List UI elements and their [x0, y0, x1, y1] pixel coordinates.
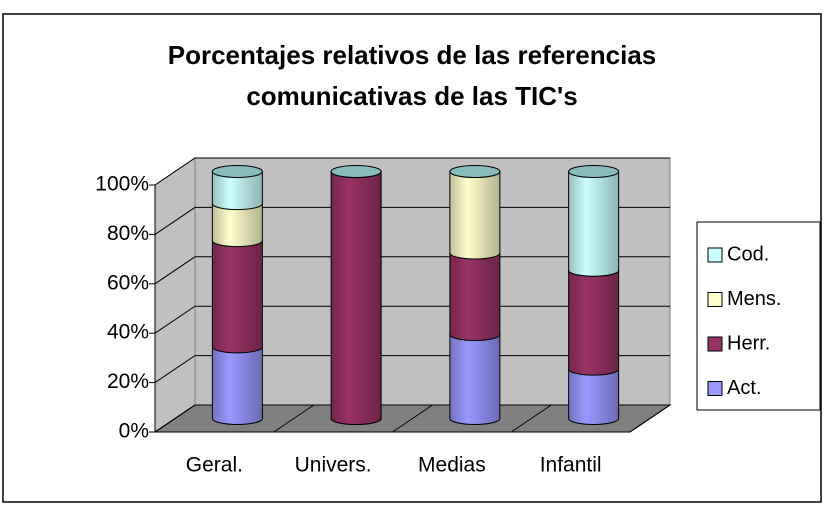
bar-top	[330, 165, 382, 178]
grid-line	[154, 355, 670, 384]
grid-line	[154, 305, 670, 334]
bar-top	[568, 165, 620, 178]
x-tick	[273, 404, 315, 433]
legend-swatch	[707, 247, 723, 263]
grid-line	[154, 256, 670, 285]
y-tick-label: 20%	[107, 370, 149, 393]
side-wall	[154, 157, 196, 433]
y-tick-label: 60%	[107, 271, 149, 294]
x-tick-label: Medias	[418, 454, 486, 477]
x-tick	[392, 404, 433, 433]
y-tick-label: 100%	[95, 173, 149, 196]
bar	[449, 252, 501, 341]
bar	[568, 171, 620, 277]
bar	[449, 334, 501, 425]
x-tick	[154, 404, 196, 433]
bar	[211, 346, 263, 425]
legend-swatch	[707, 336, 723, 352]
bar	[568, 368, 620, 425]
y-tick-label: 0%	[119, 420, 149, 443]
bar	[449, 171, 501, 260]
bar-top	[449, 165, 501, 178]
legend-label: Cod.	[727, 243, 769, 265]
x-tick	[510, 404, 552, 433]
legend-label: Mens.	[727, 288, 781, 310]
legend-swatch	[707, 292, 723, 307]
chart-title: Porcentajes relativos de las referencias	[168, 40, 657, 70]
bar	[568, 269, 620, 376]
legend-label: Herr.	[727, 332, 770, 354]
x-tick-label: Infantil	[540, 454, 602, 477]
bar	[330, 171, 382, 425]
bar-top	[211, 165, 263, 178]
x-tick	[629, 404, 671, 433]
bar	[211, 240, 263, 354]
grid-line	[154, 157, 670, 186]
legend-label: Act.	[727, 377, 761, 399]
x-tick-label: Geral.	[186, 454, 243, 477]
legend-swatch	[707, 381, 723, 396]
x-tick-label: Univers.	[295, 454, 372, 477]
bar	[211, 171, 263, 211]
bar	[211, 203, 263, 248]
chart-title: comunicativas de las TIC's	[246, 81, 577, 111]
y-tick-label: 80%	[107, 222, 149, 245]
grid-line	[154, 206, 670, 235]
y-tick-label: 40%	[107, 321, 149, 344]
